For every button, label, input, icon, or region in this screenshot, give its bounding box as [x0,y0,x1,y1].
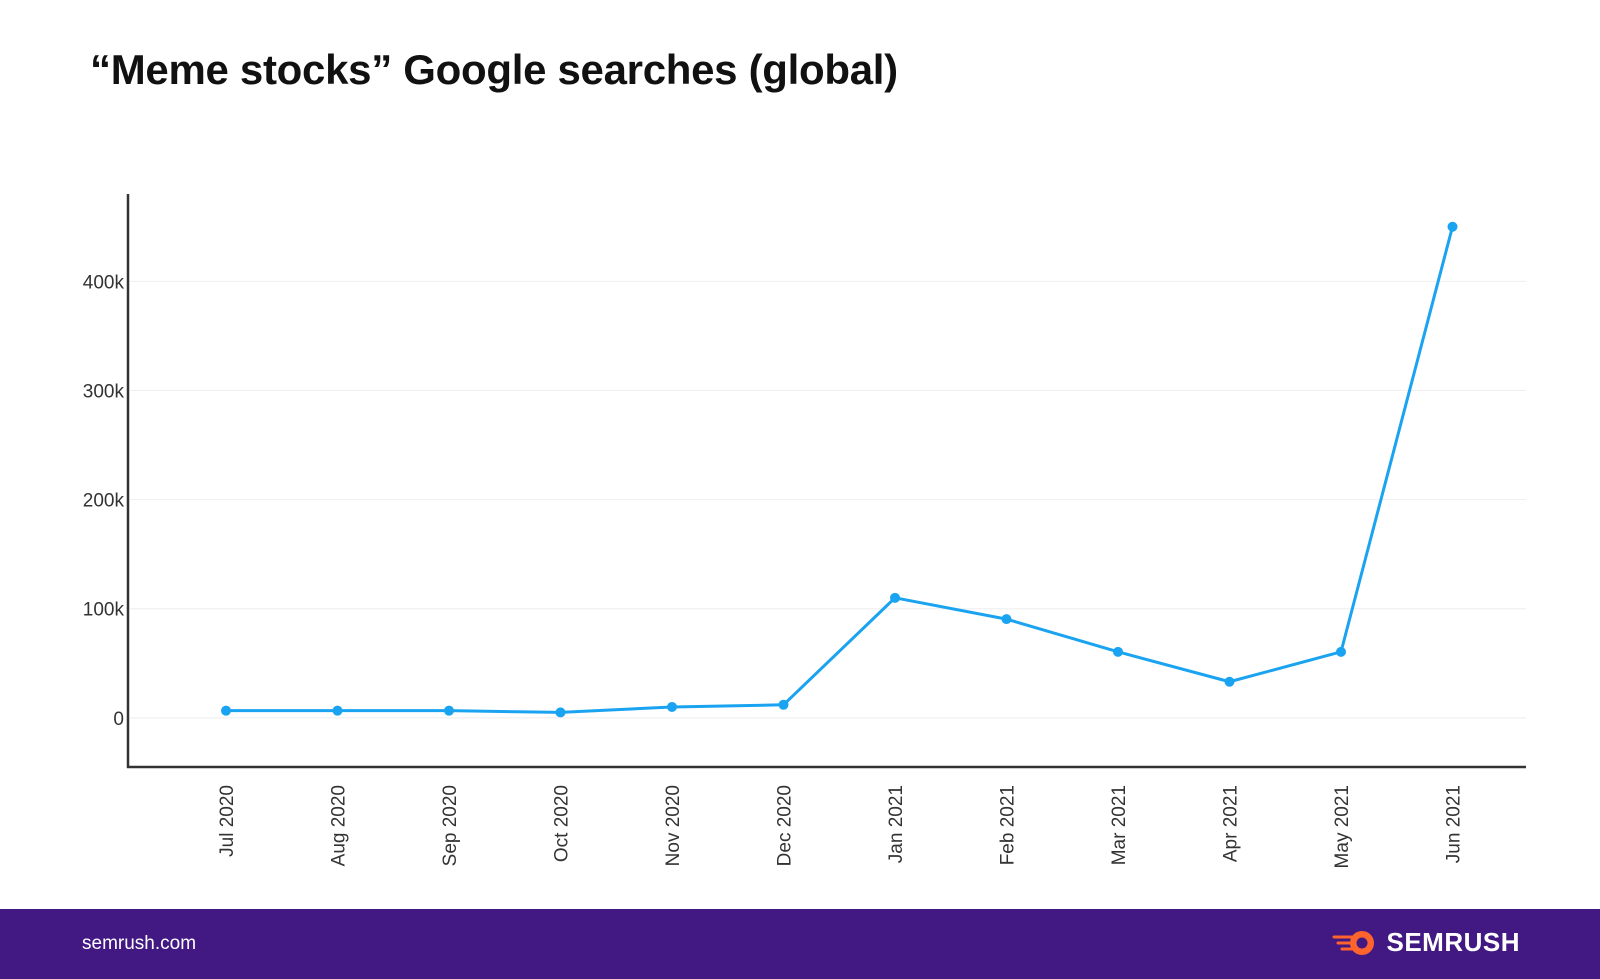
footer-bar: semrush.com SEMRUSH [0,909,1600,979]
x-tick-label: Apr 2021 [1221,785,1242,862]
semrush-logo[interactable]: SEMRUSH [1332,927,1520,958]
y-tick-label: 100k [83,600,125,621]
y-tick-label: 300k [83,381,125,402]
x-tick-label: Jun 2021 [1444,785,1465,863]
data-point [1113,646,1123,657]
data-point [1001,614,1012,625]
data-point [1336,646,1346,657]
y-tick-label: 400k [83,272,125,293]
data-point [667,701,677,712]
x-tick-label: Jan 2021 [886,785,907,863]
x-tick-labels: Jul 2020 Aug 2020 Sep 2020 Oct 2020 Nov 2020… [217,785,1465,868]
series [221,221,1458,718]
y-tick-label: 0 [113,709,124,730]
gridlines [130,280,1526,719]
x-tick-label: Aug 2020 [329,785,350,866]
axes [126,194,1526,769]
data-point [890,592,900,603]
x-tick-label: Jul 2020 [217,785,238,857]
data-point [221,705,231,716]
x-tick-label: Feb 2021 [998,785,1019,865]
x-tick-label: Dec 2020 [775,785,796,866]
x-tick-label: Oct 2020 [552,785,573,862]
y-tick-labels: 0 100k 200k 300k 400k [83,272,125,730]
chart-title: “Meme stocks” Google searches (global) [90,46,898,93]
data-point [444,705,454,716]
x-tick-label: May 2021 [1332,785,1353,868]
x-tick-label: Mar 2021 [1109,785,1130,865]
data-point [1447,221,1458,232]
data-point [555,707,566,718]
data-point [778,699,789,710]
series-line [226,226,1454,714]
line-chart: 0 100k 200k 300k 400k Jul 2020 Aug 2020 Sep 20… [83,194,1526,868]
semrush-logo-icon [1332,930,1375,955]
semrush-logo-text: SEMRUSH [1386,927,1520,957]
x-tick-label: Nov 2020 [663,785,684,866]
data-point [332,705,343,716]
footer-url[interactable]: semrush.com [82,933,197,954]
x-tick-label: Sep 2020 [440,785,461,866]
data-point [1224,676,1235,687]
y-tick-label: 200k [83,491,125,512]
